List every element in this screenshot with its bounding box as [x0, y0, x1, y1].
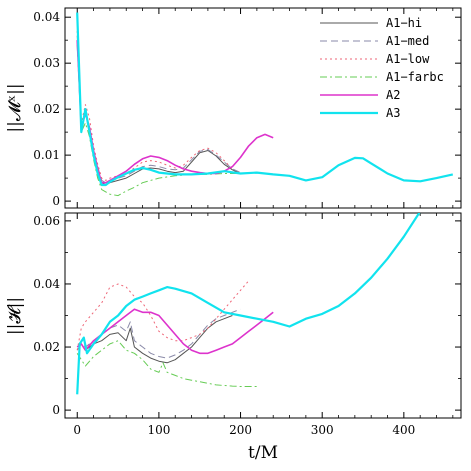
y-tick-label: 0 — [52, 194, 60, 208]
top-legend: A1−hi A1−med A1−low A1−farbc A2 A3 — [320, 16, 444, 120]
x-tick-label: 0 — [73, 423, 81, 437]
x-tick-label: 200 — [229, 423, 252, 437]
series-line-a1-hi — [76, 315, 233, 364]
legend-label: A1−hi — [386, 16, 422, 30]
series-line-a3 — [76, 12, 454, 187]
top-ylabel: ||𝓜ˣ|| — [5, 83, 25, 132]
top-panel: 0 0.01 0.02 0.03 0.04 A1−hi A1−med A1−low A1−fa… — [5, 7, 462, 209]
y-tick-label: 0.04 — [33, 10, 60, 24]
series-line-a3 — [76, 213, 421, 395]
legend-label: A1−low — [386, 52, 430, 66]
series-line-a1-low — [76, 280, 250, 351]
x-tick-label: 100 — [147, 423, 170, 437]
legend-label: A3 — [386, 106, 400, 120]
y-tick-label: 0.01 — [33, 148, 60, 162]
y-tick-label: 0.02 — [33, 340, 60, 354]
bottom-panel-series — [76, 213, 421, 395]
y-tick-label: 0.03 — [33, 56, 60, 70]
legend-label: A2 — [386, 88, 400, 102]
bottom-panel: 0 100 200 300 400 0 0.02 0.04 0.06 ||𝓗|| t/M — [5, 212, 462, 463]
y-tick-label: 0.04 — [33, 277, 60, 291]
top-panel-series — [76, 12, 454, 197]
y-tick-label: 0 — [52, 403, 60, 417]
series-line-a1-hi — [76, 40, 241, 186]
y-tick-label: 0.06 — [33, 214, 60, 228]
series-line-a2 — [76, 40, 274, 184]
bottom-panel-ticks: 0 100 200 300 400 0 0.02 0.04 0.06 — [33, 213, 461, 437]
bottom-xlabel: t/M — [248, 443, 278, 463]
bottom-ylabel: ||𝓗|| — [5, 297, 25, 335]
series-line-a1-farbc — [76, 340, 257, 387]
top-panel-ticks: 0 0.01 0.02 0.03 0.04 — [33, 8, 461, 208]
top-panel-frame — [64, 7, 462, 209]
legend-label: A1−med — [386, 34, 429, 48]
series-line-a1-low — [76, 30, 233, 181]
bottom-panel-frame — [64, 212, 462, 419]
x-tick-label: 300 — [311, 423, 334, 437]
legend-label: A1−farbc — [386, 70, 444, 84]
x-tick-label: 400 — [392, 423, 415, 437]
series-line-a1-med — [76, 35, 241, 184]
y-tick-label: 0.02 — [33, 102, 60, 116]
